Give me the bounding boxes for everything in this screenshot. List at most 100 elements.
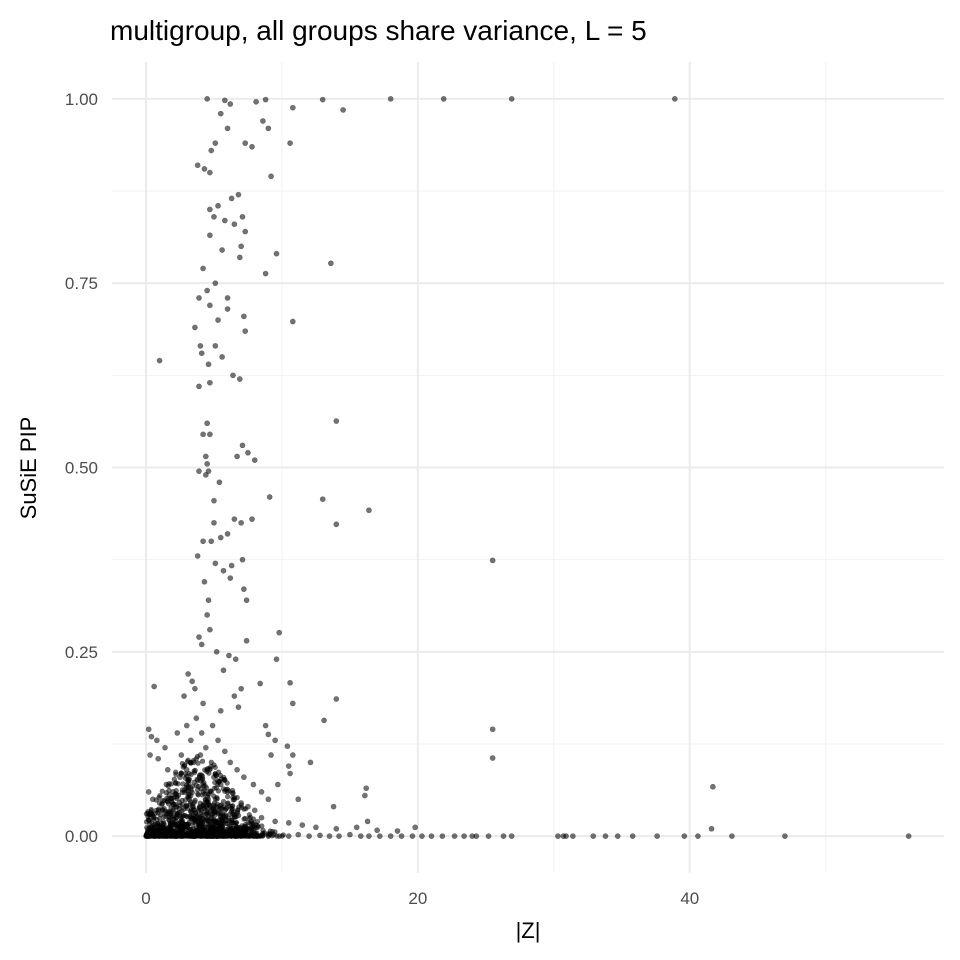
- data-point: [319, 96, 326, 103]
- data-point: [313, 824, 319, 831]
- data-point: [204, 287, 211, 294]
- data-point: [285, 763, 292, 769]
- data-point: [238, 828, 245, 835]
- data-point: [306, 833, 313, 840]
- data-point: [376, 833, 383, 840]
- data-point: [143, 833, 149, 840]
- data-point: [333, 521, 340, 528]
- data-point: [156, 815, 163, 822]
- data-point: [177, 820, 183, 827]
- data-point: [197, 752, 204, 758]
- data-point: [202, 797, 209, 803]
- data-point: [243, 597, 250, 604]
- data-point: [149, 796, 156, 803]
- data-point: [242, 140, 249, 146]
- data-point: [170, 789, 177, 795]
- data-point: [211, 785, 217, 792]
- data-point: [398, 833, 405, 840]
- data-point: [188, 785, 194, 791]
- data-point: [228, 195, 235, 202]
- data-point: [428, 833, 435, 840]
- data-point: [208, 147, 215, 154]
- data-point: [183, 822, 190, 828]
- data-point: [330, 803, 337, 810]
- data-point: [227, 759, 234, 766]
- y-tick-label: 0.50: [65, 459, 98, 478]
- data-point: [654, 833, 661, 840]
- data-point: [221, 217, 228, 224]
- data-point: [333, 696, 340, 702]
- data-point: [193, 715, 200, 722]
- data-point: [366, 833, 372, 840]
- data-point: [224, 295, 231, 301]
- data-point: [247, 814, 254, 821]
- data-point: [489, 755, 496, 761]
- data-point: [196, 804, 203, 810]
- data-point: [143, 811, 150, 817]
- data-point: [225, 800, 231, 806]
- data-point: [265, 731, 272, 738]
- data-point: [289, 318, 296, 325]
- data-point: [152, 821, 158, 827]
- data-point: [220, 786, 227, 792]
- data-point: [162, 744, 168, 751]
- data-point: [179, 789, 185, 796]
- data-point: [602, 833, 609, 840]
- data-point: [202, 744, 209, 751]
- data-point: [191, 768, 197, 774]
- data-point: [162, 831, 168, 838]
- data-point: [172, 833, 179, 840]
- data-point: [287, 770, 293, 777]
- data-point: [709, 783, 716, 790]
- data-point: [204, 766, 211, 773]
- data-point: [287, 140, 293, 146]
- data-point: [201, 166, 208, 172]
- data-point: [239, 442, 246, 449]
- data-point: [439, 833, 446, 840]
- data-point: [317, 832, 323, 839]
- data-point: [206, 791, 212, 797]
- data-point: [200, 265, 206, 272]
- data-point: [240, 586, 247, 593]
- data-point: [147, 829, 153, 836]
- data-point: [145, 789, 152, 795]
- data-point: [213, 803, 220, 810]
- data-point: [289, 700, 296, 707]
- data-point: [213, 648, 220, 655]
- data-point: [629, 833, 636, 840]
- data-point: [212, 560, 219, 567]
- data-point: [284, 743, 291, 750]
- data-point: [211, 762, 217, 768]
- data-point: [270, 831, 277, 838]
- data-point: [159, 807, 166, 814]
- chart-title: multigroup, all groups share variance, L…: [110, 15, 647, 46]
- data-point: [238, 685, 245, 692]
- data-point: [285, 819, 292, 826]
- data-point: [250, 781, 257, 788]
- data-point: [227, 825, 234, 832]
- data-point: [262, 96, 269, 103]
- data-point: [193, 810, 199, 816]
- data-point: [905, 833, 912, 840]
- data-point: [285, 833, 292, 840]
- data-point: [461, 833, 468, 840]
- data-point: [204, 95, 211, 102]
- data-point: [235, 807, 241, 813]
- data-point: [164, 766, 171, 773]
- data-point: [206, 206, 213, 213]
- data-point: [200, 789, 206, 795]
- data-point: [220, 667, 227, 674]
- data-point: [238, 800, 245, 806]
- data-point: [409, 833, 416, 840]
- data-point: [366, 507, 372, 514]
- data-point: [193, 756, 199, 762]
- data-point: [161, 821, 167, 828]
- data-point: [183, 803, 189, 810]
- data-point: [151, 683, 158, 690]
- data-point: [251, 457, 258, 464]
- data-point: [234, 453, 240, 460]
- data-point: [563, 833, 569, 840]
- data-point: [231, 796, 238, 803]
- data-point: [508, 95, 515, 102]
- data-point: [276, 629, 283, 636]
